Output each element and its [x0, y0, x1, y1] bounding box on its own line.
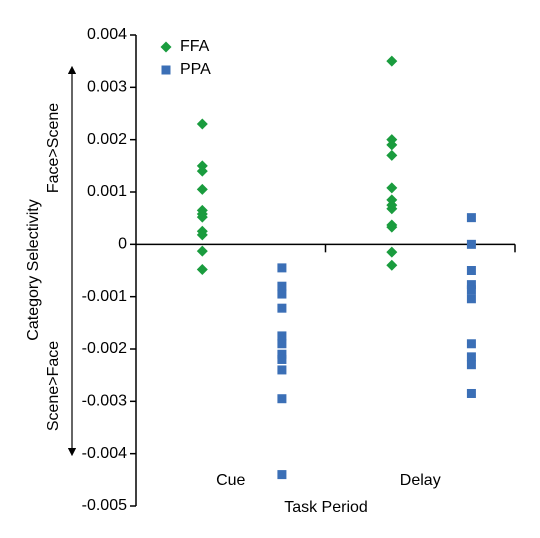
annotation: Face>Scene — [45, 103, 62, 193]
y-tick-label: -0.004 — [82, 445, 127, 462]
data-point — [277, 289, 287, 299]
data-point — [196, 118, 208, 130]
data-point — [466, 294, 476, 304]
x-axis-label: Task Period — [284, 499, 368, 516]
y-tick-label: 0.002 — [87, 131, 127, 148]
data-point — [386, 149, 398, 161]
data-point — [196, 263, 208, 275]
data-point — [386, 139, 398, 151]
legend-label: FFA — [180, 38, 210, 55]
data-point — [466, 352, 476, 362]
y-tick-label: -0.005 — [82, 497, 127, 514]
data-point — [386, 55, 398, 67]
data-point — [277, 303, 287, 313]
data-point — [277, 339, 287, 349]
legend-marker — [160, 41, 172, 53]
data-point — [277, 394, 287, 404]
x-tick-label: Cue — [216, 472, 245, 489]
data-point — [466, 239, 476, 249]
data-point — [196, 183, 208, 195]
data-point — [466, 388, 476, 398]
data-point — [196, 229, 208, 241]
y-tick-label: 0.001 — [87, 183, 127, 200]
data-point — [277, 349, 287, 359]
y-tick-label: -0.003 — [82, 393, 127, 410]
y-tick-label: -0.002 — [82, 340, 127, 357]
data-point — [466, 213, 476, 223]
data-point — [277, 470, 287, 480]
data-point — [386, 182, 398, 194]
data-point — [466, 266, 476, 275]
y-axis-label: Category Selectivity — [25, 199, 42, 340]
data-point — [466, 285, 476, 295]
y-tick-label: -0.001 — [82, 288, 127, 305]
data-point — [196, 165, 208, 177]
data-point — [386, 221, 398, 233]
data-point — [386, 203, 398, 215]
legend-label: PPA — [180, 61, 211, 78]
data-point — [466, 339, 476, 349]
y-tick-label: 0 — [118, 236, 127, 253]
data-point — [277, 263, 287, 273]
data-point — [196, 245, 208, 257]
x-tick-label: Delay — [400, 472, 441, 489]
y-tick-label: 0.003 — [87, 79, 127, 96]
data-point — [466, 280, 476, 290]
annotation: Scene>Face — [45, 341, 62, 431]
data-point — [386, 246, 398, 258]
data-point — [277, 331, 287, 341]
data-point — [277, 281, 287, 291]
legend-marker — [161, 65, 171, 75]
data-point — [386, 259, 398, 271]
data-point — [277, 354, 287, 364]
data-point — [277, 365, 287, 375]
y-tick-label: 0.004 — [87, 26, 127, 43]
data-point — [466, 360, 476, 370]
data-point — [196, 211, 208, 223]
